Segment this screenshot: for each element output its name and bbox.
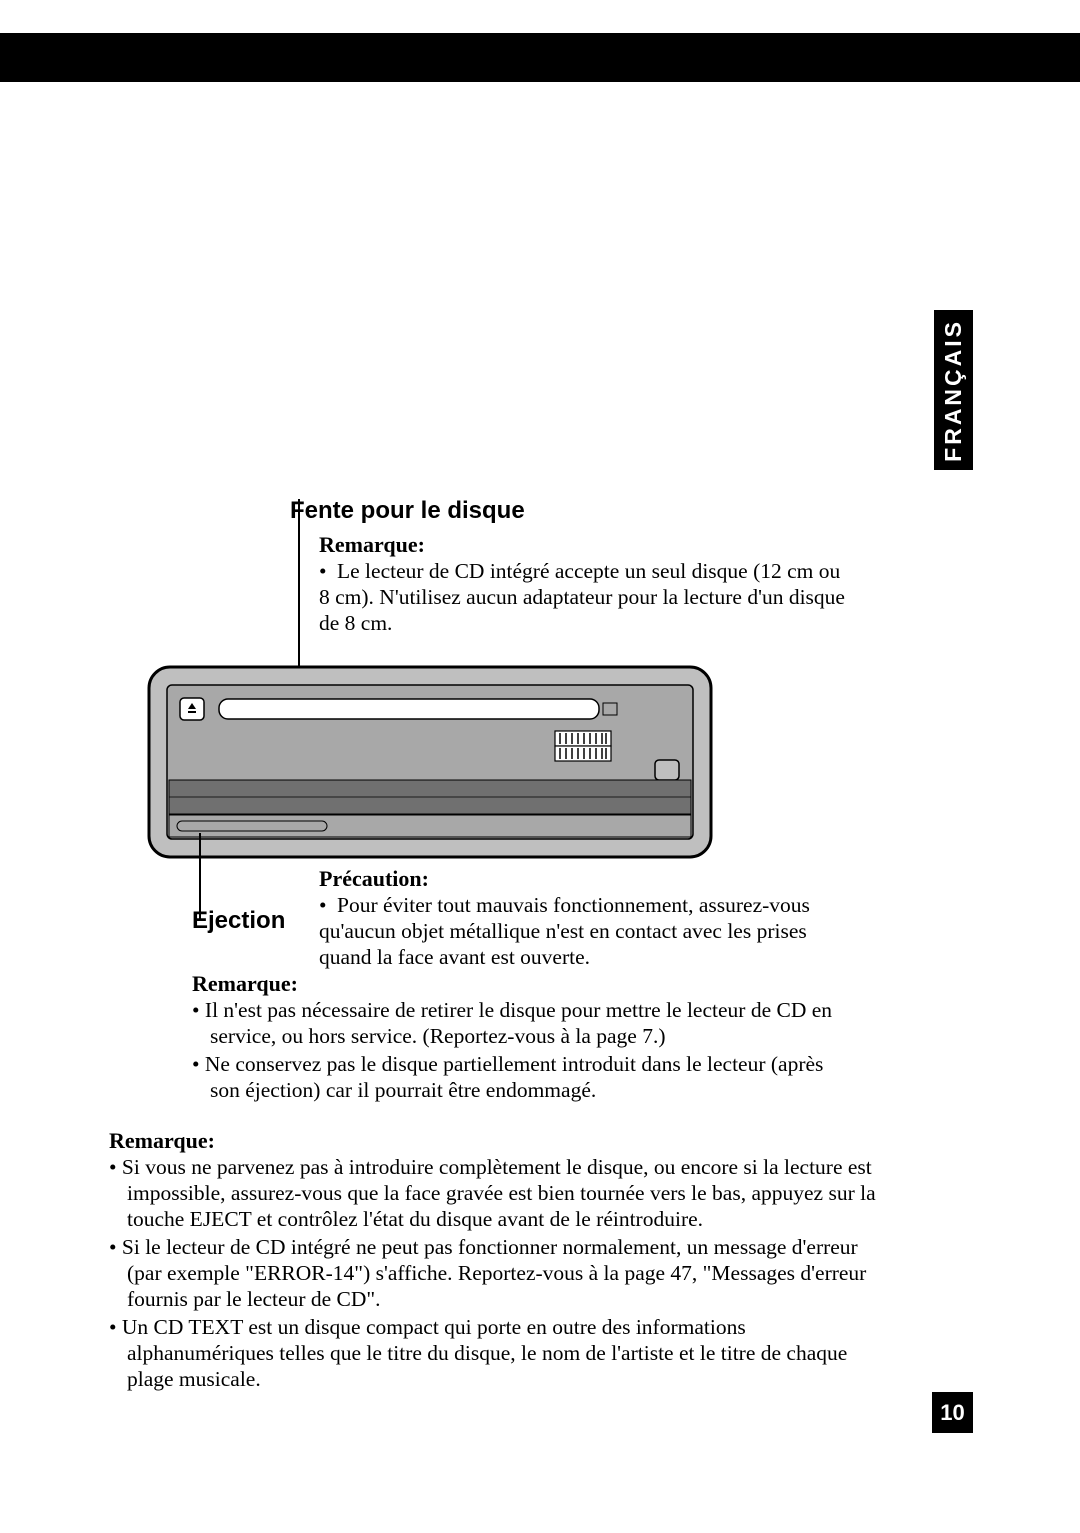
ejection-remarque-label: Remarque: [192,971,298,997]
manual-page: FRANÇAIS Fente pour le disque Remarque: … [0,0,1080,1533]
list-item: • Si le lecteur de CD intégré ne peut pa… [109,1234,879,1312]
ejection-remarque-item2: Ne conservez pas le disque partiellement… [205,1052,823,1102]
fente-remarque-body: Le lecteur de CD intégré accepte un seul… [319,559,845,635]
bottom-remarque-list: • Si vous ne parvenez pas à introduire c… [109,1154,879,1394]
precaution-text: • Pour éviter tout mauvais fonctionnemen… [319,892,859,970]
list-item: • Si vous ne parvenez pas à introduire c… [109,1154,879,1232]
ejection-remarque-item1: Il n'est pas nécessaire de retirer le di… [205,998,832,1048]
list-item: • Un CD TEXT est un disque compact qui p… [109,1314,879,1392]
language-label: FRANÇAIS [940,319,967,462]
ejection-remarque-list: • Il n'est pas nécessaire de retirer le … [192,997,852,1105]
bottom-remarque-item1: Si vous ne parvenez pas à introduire com… [122,1155,876,1231]
precaution-label: Précaution: [319,866,429,892]
bottom-remarque-item2: Si le lecteur de CD intégré ne peut pas … [122,1235,866,1311]
cd-player-illustration [147,665,713,859]
language-tab: FRANÇAIS [934,310,973,470]
list-item: • Il n'est pas nécessaire de retirer le … [192,997,852,1049]
fente-remarque-label: Remarque: [319,532,425,558]
bottom-remarque-label: Remarque: [109,1128,215,1154]
fente-remarque-text: • Le lecteur de CD intégré accepte un se… [319,558,849,636]
bullet-icon: • [319,558,337,584]
ejection-heading: Ejection [192,907,285,935]
bottom-remarque-item3: Un CD TEXT est un disque compact qui por… [122,1315,847,1391]
page-number-value: 10 [940,1400,964,1426]
list-item: • Ne conservez pas le disque partielleme… [192,1051,852,1103]
fente-heading: Fente pour le disque [290,497,525,525]
precaution-body: Pour éviter tout mauvais fonctionnement,… [319,893,810,969]
header-black-bar [0,33,1080,82]
page-number: 10 [932,1392,973,1433]
bullet-icon: • [319,892,337,918]
